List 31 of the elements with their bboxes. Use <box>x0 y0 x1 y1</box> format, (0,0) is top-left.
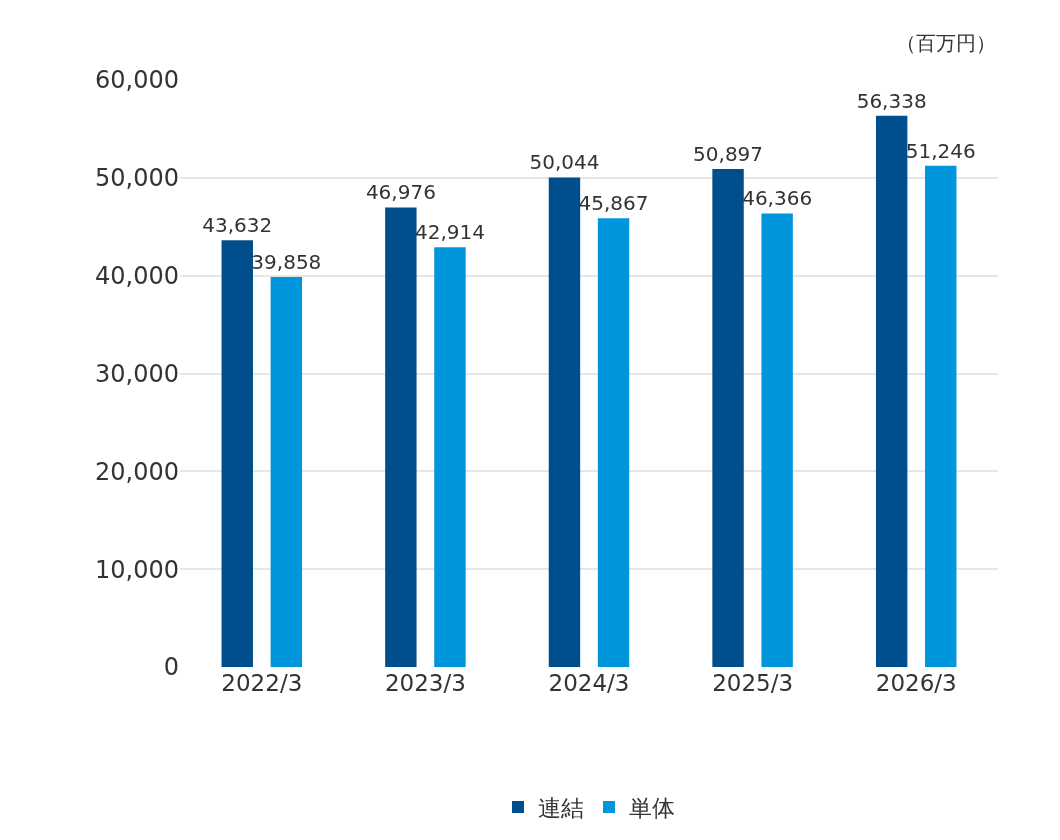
bar <box>434 247 466 667</box>
y-tick-label: 20,000 <box>95 457 179 486</box>
bar <box>548 177 581 667</box>
x-tick-label: 2026/3 <box>875 670 957 696</box>
x-tick-label: 2023/3 <box>384 670 466 696</box>
data-label: 43,632 <box>202 213 273 238</box>
data-label: 51,246 <box>905 138 976 163</box>
legend-label: 連結 <box>538 795 584 822</box>
y-tick-label: 50,000 <box>95 164 179 193</box>
y-tick-label: 30,000 <box>95 359 179 388</box>
data-label: 56,338 <box>856 88 927 113</box>
bar <box>221 240 253 667</box>
bar <box>597 218 630 667</box>
y-tick-label: 0 <box>163 653 179 682</box>
legend-label: 単体 <box>629 795 675 822</box>
y-tick-label: 60,000 <box>95 66 179 95</box>
bar <box>712 169 744 667</box>
bar <box>875 115 908 667</box>
bar <box>270 277 303 667</box>
x-tick-label: 2022/3 <box>221 670 303 696</box>
y-tick-label: 10,000 <box>95 555 179 584</box>
bar <box>385 207 417 667</box>
bar <box>761 213 793 667</box>
x-tick-label: 2025/3 <box>712 670 794 696</box>
data-label: 46,976 <box>365 180 436 205</box>
y-tick-label: 40,000 <box>95 262 179 291</box>
bar <box>925 165 957 667</box>
x-tick-label: 2024/3 <box>548 670 630 696</box>
y-axis-title: （百万円） <box>896 31 996 55</box>
data-label: 50,044 <box>529 150 600 175</box>
data-label: 50,897 <box>693 142 764 167</box>
